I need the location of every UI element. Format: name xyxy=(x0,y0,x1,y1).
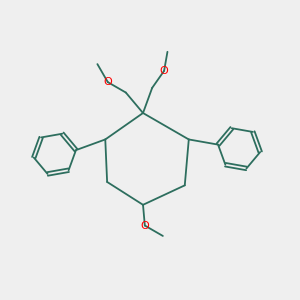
Text: O: O xyxy=(140,220,149,230)
Text: O: O xyxy=(103,77,112,87)
Text: O: O xyxy=(160,66,169,76)
